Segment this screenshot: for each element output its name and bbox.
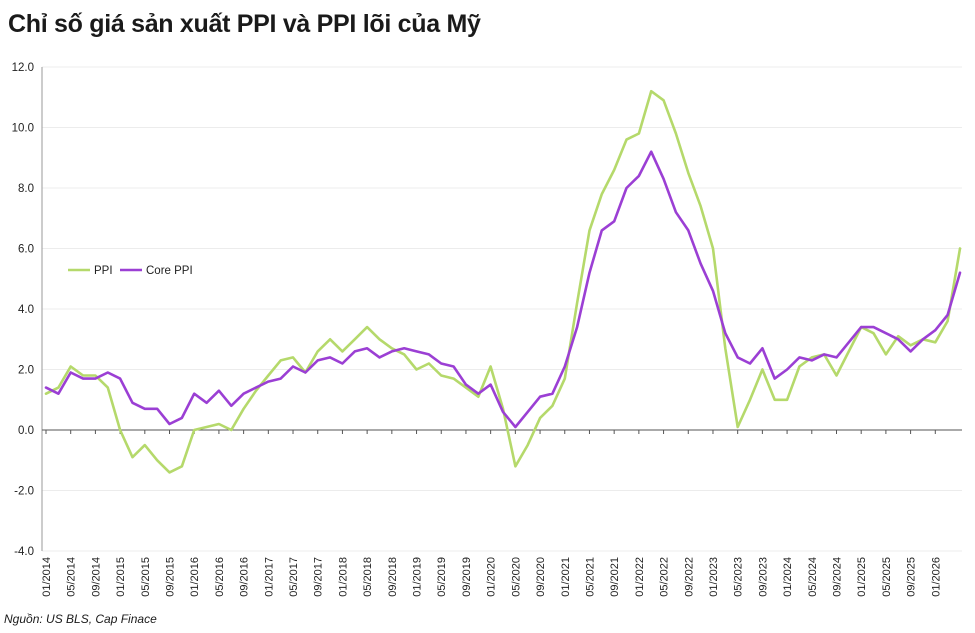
x-tick-label: 05/2017: [288, 557, 300, 597]
y-tick-label: 10.0: [12, 123, 34, 135]
y-tick-label: 2.0: [18, 365, 34, 377]
x-tick-label: 01/2021: [560, 557, 572, 597]
series-lines: [44, 89, 962, 474]
x-tick-label: 09/2017: [313, 557, 325, 597]
x-tick-label: 09/2024: [831, 557, 843, 597]
x-tick-label: 09/2021: [609, 557, 621, 597]
x-tick-label: 01/2022: [634, 557, 646, 597]
x-tick-label: 09/2014: [90, 557, 102, 597]
x-tick-label: 09/2025: [906, 557, 918, 597]
x-tick-labels: 01/2014 05/2014 09/2014 01/2015 05/2015 09/20…: [41, 557, 942, 597]
x-tick-label: 01/2017: [263, 557, 275, 597]
y-tick-label: -4.0: [14, 546, 34, 558]
x-tick-label: 01/2014: [41, 557, 53, 597]
x-tick-label: 09/2015: [165, 557, 177, 597]
y-tick-label: 4.0: [18, 304, 34, 316]
x-tick-label: 09/2020: [535, 557, 547, 597]
x-tick-label: 01/2023: [708, 557, 720, 597]
x-tick-label: 09/2019: [461, 557, 473, 597]
x-tick-label: 05/2014: [66, 557, 78, 597]
x-tick-label: 01/2024: [782, 557, 794, 597]
x-tick-label: 05/2021: [584, 557, 596, 597]
x-tick-label: 05/2019: [436, 557, 448, 597]
x-tick-label: 05/2018: [362, 557, 374, 597]
y-tick-label: -2.0: [14, 486, 34, 498]
x-tick-label: 05/2023: [733, 557, 745, 597]
legend-label: Core PPI: [146, 265, 193, 277]
x-tick-label: 05/2016: [214, 557, 226, 597]
x-tick-label: 09/2023: [757, 557, 769, 597]
y-tick-label: 0.0: [18, 425, 34, 437]
x-tick-label: 05/2022: [659, 557, 671, 597]
y-tick-label: 12.0: [12, 62, 34, 74]
x-tick-label: 09/2016: [239, 557, 251, 597]
x-tick-label: 01/2019: [412, 557, 424, 597]
legend: PPI Core PPI: [68, 265, 193, 277]
y-tick-label: 8.0: [18, 183, 34, 195]
legend-label: PPI: [94, 265, 113, 277]
x-tick-label: 09/2018: [387, 557, 399, 597]
y-tick-labels: -4.0 -2.0 0.0 2.0 4.0 6.0 8.0 10.0 12.0: [12, 62, 34, 558]
x-tick-label: 01/2018: [337, 557, 349, 597]
grid: [42, 66, 962, 552]
x-tick-label: 01/2020: [486, 557, 498, 597]
series-line-core-ppi: [44, 150, 962, 429]
x-tick-label: 05/2025: [881, 557, 893, 597]
x-tick-label: 05/2015: [140, 557, 152, 597]
x-tick-label: 05/2024: [807, 557, 819, 597]
x-tick-label: 01/2026: [930, 557, 942, 597]
chart-title: Chỉ số giá sản xuất PPI và PPI lõi của M…: [8, 10, 481, 38]
y-tick-label: 6.0: [18, 244, 34, 256]
x-tick-label: 01/2016: [189, 557, 201, 597]
x-tick-label: 01/2025: [856, 557, 868, 597]
x-tick-label: 01/2015: [115, 557, 127, 597]
source-note: Nguồn: US BLS, Cap Finace: [4, 612, 157, 626]
x-tick-label: 05/2020: [510, 557, 522, 597]
x-tick-label: 09/2022: [683, 557, 695, 597]
